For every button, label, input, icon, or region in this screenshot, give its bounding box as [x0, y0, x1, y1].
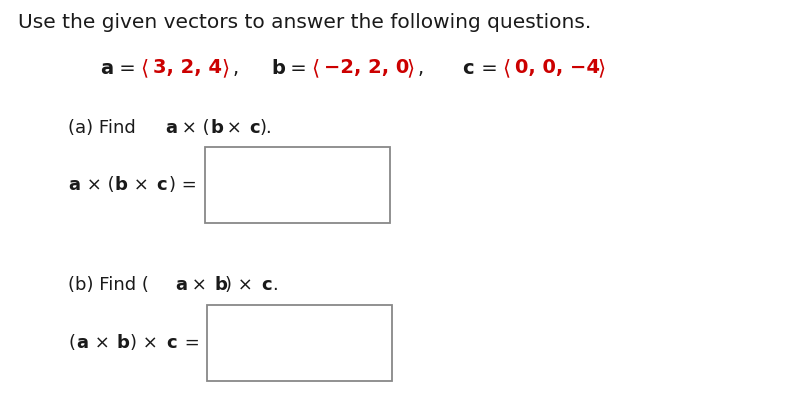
Text: b: b — [115, 176, 127, 194]
Text: a: a — [76, 334, 88, 352]
Text: c: c — [461, 59, 473, 77]
Text: −2, 2, 0: −2, 2, 0 — [324, 59, 409, 77]
Text: × (: × ( — [81, 176, 114, 194]
Text: .: . — [272, 276, 277, 294]
Text: a: a — [68, 176, 80, 194]
Text: ) ×: ) × — [225, 276, 259, 294]
Text: ⟨: ⟨ — [139, 58, 148, 78]
Text: ⟨: ⟨ — [311, 58, 319, 78]
Text: × (: × ( — [176, 119, 209, 137]
Text: ×: × — [89, 334, 115, 352]
Text: =: = — [284, 59, 312, 77]
Text: ⟩: ⟩ — [406, 58, 414, 78]
Text: Use the given vectors to answer the following questions.: Use the given vectors to answer the foll… — [18, 13, 590, 31]
Text: 3, 2, 4: 3, 2, 4 — [152, 59, 221, 77]
Text: (: ( — [68, 334, 75, 352]
Text: b: b — [210, 119, 222, 137]
Text: =: = — [113, 59, 142, 77]
Text: =: = — [474, 59, 504, 77]
Text: ×: × — [221, 119, 247, 137]
Text: (b) Find (: (b) Find ( — [68, 276, 148, 294]
Text: ×: × — [186, 276, 212, 294]
Text: b: b — [214, 276, 226, 294]
Text: c: c — [165, 334, 177, 352]
Text: ,: , — [418, 59, 423, 77]
Text: ⟨: ⟨ — [501, 58, 509, 78]
Text: b: b — [271, 59, 285, 77]
Text: ×: × — [128, 176, 154, 194]
Bar — [207, 305, 392, 381]
Text: ) =: ) = — [169, 176, 196, 194]
Text: 0, 0, −4: 0, 0, −4 — [514, 59, 599, 77]
Text: b: b — [117, 334, 130, 352]
Text: =: = — [178, 334, 200, 352]
Text: a: a — [175, 276, 187, 294]
Text: a: a — [100, 59, 113, 77]
Text: c: c — [249, 119, 260, 137]
Bar — [204, 147, 389, 223]
Text: ,: , — [233, 59, 238, 77]
Text: a: a — [165, 119, 177, 137]
Text: ).: ). — [260, 119, 272, 137]
Text: ⟩: ⟩ — [221, 58, 229, 78]
Text: ⟩: ⟩ — [596, 58, 604, 78]
Text: c: c — [156, 176, 166, 194]
Text: c: c — [260, 276, 272, 294]
Text: ) ×: ) × — [130, 334, 164, 352]
Text: (a) Find: (a) Find — [68, 119, 141, 137]
